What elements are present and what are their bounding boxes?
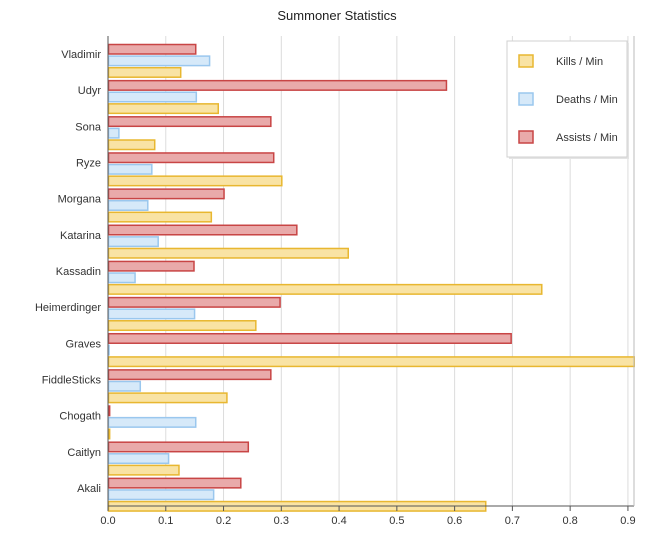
category-label: Katarina [60, 230, 102, 242]
legend-label[interactable]: Kills / Min [556, 56, 603, 68]
bar-assists-min [107, 43, 197, 55]
bar-deaths-min [107, 416, 197, 428]
bar-deaths-min [107, 91, 198, 103]
category-labels: Vladimir Udyr Sona Ryze Morgana Katarina Kassa… [35, 49, 102, 495]
bar-kills-min [107, 283, 543, 295]
x-tick-label: 0.0 [100, 515, 115, 527]
category-label: Sona [75, 121, 102, 133]
legend[interactable]: Kills / Min Deaths / Min Assists / Min [506, 40, 629, 159]
category-label: Vladimir [61, 49, 101, 61]
legend-swatch[interactable] [518, 54, 534, 68]
legend-label[interactable]: Assists / Min [556, 132, 618, 144]
bar-assists-min [107, 260, 195, 272]
category-label: Kassadin [56, 266, 101, 278]
bar-deaths-min [107, 199, 149, 211]
chart-title: Summoner Statistics [277, 8, 397, 23]
bar-kills-min [107, 247, 349, 259]
x-tick-label: 0.9 [620, 515, 635, 527]
axes [107, 36, 635, 511]
category-label: Caitlyn [67, 447, 101, 459]
bar-deaths-min [107, 344, 110, 356]
bar-assists-min [107, 477, 242, 489]
bar-assists-min [107, 224, 298, 236]
bar-assists-min [107, 405, 111, 417]
category-label: FiddleSticks [42, 374, 102, 386]
bar-kills-min [107, 66, 182, 78]
category-label: Chogath [59, 411, 101, 423]
bar-deaths-min [107, 380, 142, 392]
bar-deaths-min [107, 272, 136, 284]
bar-kills-min [107, 103, 220, 115]
x-tick-label: 0.2 [216, 515, 231, 527]
x-tick-label: 0.1 [158, 515, 173, 527]
bar-assists-min [107, 332, 512, 344]
category-label: Udyr [78, 85, 102, 97]
bar-kills-min [107, 211, 213, 223]
legend-swatch[interactable] [518, 92, 534, 106]
bar-deaths-min [107, 489, 215, 501]
bar-assists-min [107, 79, 448, 91]
legend-label[interactable]: Deaths / Min [556, 94, 618, 106]
legend-swatch[interactable] [518, 130, 534, 144]
category-label: Ryze [76, 158, 101, 170]
x-tick-labels: 0.0 0.1 0.2 0.3 0.4 0.5 0.6 0.7 0.8 0.9 [100, 515, 635, 527]
x-tick-label: 0.4 [331, 515, 346, 527]
bar-kills-min [107, 464, 180, 476]
x-tick-label: 0.7 [505, 515, 520, 527]
bar-assists-min [107, 116, 272, 128]
bar-kills-min [107, 356, 635, 368]
x-tick-label: 0.5 [389, 515, 404, 527]
bar-assists-min [107, 152, 275, 164]
bar-kills-min [107, 392, 228, 404]
category-label: Morgana [58, 194, 102, 206]
bar-kills-min [107, 139, 156, 151]
bar-assists-min [107, 296, 281, 308]
category-label: Heimerdinger [35, 302, 101, 314]
bar-assists-min [107, 441, 250, 453]
x-tick-label: 0.6 [447, 515, 462, 527]
bar-kills-min [107, 428, 111, 440]
bar-deaths-min [107, 163, 153, 175]
bar-deaths-min [107, 127, 120, 139]
bar-deaths-min [107, 236, 159, 248]
bar-assists-min [107, 369, 272, 381]
bar-assists-min [107, 188, 225, 200]
bar-kills-min [107, 320, 257, 332]
bar-deaths-min [107, 55, 211, 67]
x-tick-label: 0.8 [563, 515, 578, 527]
x-tick-label: 0.3 [274, 515, 289, 527]
bar-deaths-min [107, 308, 196, 320]
category-label: Akali [77, 483, 101, 495]
bar-deaths-min [107, 453, 170, 465]
bar-kills-min [107, 175, 283, 187]
category-label: Graves [66, 338, 102, 350]
